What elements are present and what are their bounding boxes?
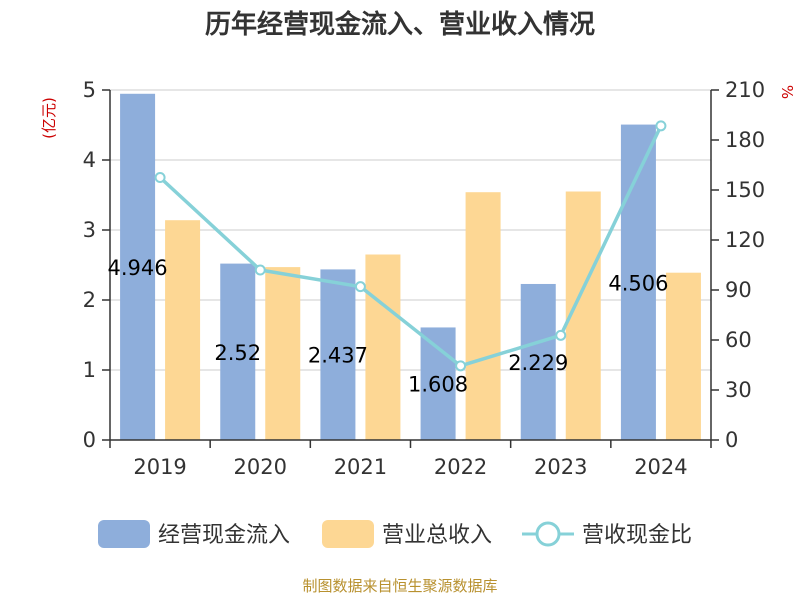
right-axis-tick-label: 90 [725, 278, 752, 302]
left-axis-tick-label: 5 [83, 78, 96, 102]
legend-swatch [98, 520, 150, 548]
ratio-point [555, 329, 567, 341]
ratio-point [254, 264, 266, 276]
ratio-point [655, 120, 667, 132]
right-axis-unit: % [778, 85, 796, 99]
left-axis-unit: (亿元) [40, 97, 58, 139]
bar-total-revenue [365, 254, 401, 440]
ratio-point [455, 360, 467, 372]
ratio-point [354, 281, 366, 293]
legend-swatch-marker [535, 521, 561, 547]
x-axis-label: 2021 [334, 455, 387, 479]
left-axis-tick-label: 0 [83, 428, 96, 452]
legend-label: 营业总收入 [382, 523, 492, 548]
x-axis-label: 2024 [634, 455, 687, 479]
data-label: 1.608 [408, 373, 468, 397]
chart-title: 历年经营现金流入、营业收入情况 [205, 9, 595, 40]
bar-total-revenue [665, 272, 701, 440]
data-label: 2.437 [308, 344, 368, 368]
source-note: 制图数据来自恒生聚源数据库 [302, 577, 497, 595]
right-axis-tick-label: 0 [725, 428, 738, 452]
legend-label: 营收现金比 [582, 523, 692, 548]
bars [120, 93, 701, 440]
data-label: 2.52 [214, 341, 261, 365]
legend-label: 经营现金流入 [158, 523, 290, 548]
right-axis-tick-label: 180 [725, 128, 765, 152]
bar-total-revenue [465, 192, 501, 440]
x-axis-label: 2020 [234, 455, 287, 479]
bar-cash-inflow [620, 124, 656, 440]
left-axis-tick-label: 2 [83, 288, 96, 312]
ratio-point [154, 172, 166, 183]
x-axis-label: 2019 [133, 455, 186, 479]
x-axis-label: 2022 [434, 455, 487, 479]
right-axis-tick-label: 120 [725, 228, 765, 252]
data-label: 2.229 [508, 351, 568, 375]
ratio-line-path [158, 125, 663, 368]
bar-total-revenue [165, 220, 201, 440]
data-label: 4.506 [608, 271, 668, 295]
left-axis-tick-label: 1 [83, 358, 96, 382]
left-axis-tick-label: 4 [83, 148, 96, 172]
bar-cash-inflow [220, 263, 256, 440]
left-axis-tick-label: 3 [83, 218, 96, 242]
bar-cash-inflow [320, 269, 356, 440]
data-label: 4.946 [108, 256, 168, 280]
data-labels: 4.946 2.52 2.437 1.608 2.229 4.506 [108, 256, 669, 397]
bar-total-revenue [265, 267, 301, 440]
legend-swatch [322, 520, 374, 548]
bar-cash-inflow [520, 283, 556, 440]
right-axis-tick-label: 210 [725, 78, 765, 102]
right-axis-tick-label: 150 [725, 178, 765, 202]
right-axis-tick-label: 30 [725, 378, 752, 402]
axes: 0 1 2 3 4 5 0 30 60 90 120 150 180 210 2019 2020 2021 202… [83, 78, 765, 479]
ratio-line [154, 120, 667, 372]
legend: 经营现金流入 营业总收入 营收现金比 [98, 520, 692, 548]
right-axis-tick-label: 60 [725, 328, 752, 352]
bar-cash-inflow [120, 93, 156, 440]
x-axis-label: 2023 [534, 455, 587, 479]
